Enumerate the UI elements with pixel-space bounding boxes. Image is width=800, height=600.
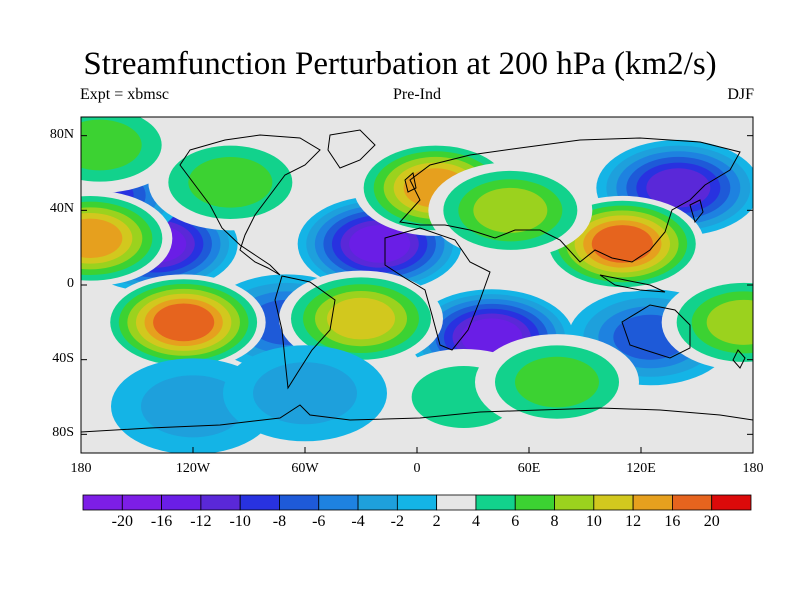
contour-level: [646, 168, 711, 208]
contour-level: [349, 225, 411, 263]
season-label: DJF: [727, 86, 754, 103]
colorbar-label: 16: [664, 513, 681, 530]
coast-australia: [621, 304, 691, 359]
chart-title: Streamfunction Perturbation at 200 hPa (…: [83, 46, 717, 82]
period-label: Pre-Ind: [393, 86, 441, 103]
coast-africa: [384, 227, 491, 351]
colorbar-swatch: [672, 494, 713, 511]
colorbar: [82, 494, 752, 511]
contour-cell: [81, 117, 182, 193]
coast-indonesia: [599, 274, 666, 293]
colorbar-label: -16: [150, 513, 173, 530]
colorbar-label: -2: [390, 513, 404, 530]
colorbar-label: -20: [111, 513, 133, 530]
coast-south-america: [274, 275, 336, 390]
colorbar-swatch: [161, 494, 202, 511]
coast-greenland: [327, 129, 376, 169]
colorbar-swatch: [593, 494, 634, 511]
coast-new-zealand: [732, 349, 746, 369]
colorbar-label: 10: [585, 513, 602, 530]
colorbar-swatch: [357, 494, 398, 511]
contour-level: [188, 157, 273, 208]
contour-field: [81, 117, 753, 453]
lat-label: 40N: [49, 201, 74, 217]
contour-level: [473, 187, 548, 233]
lat-label: 80N: [49, 126, 74, 142]
colorbar-label: 12: [625, 513, 642, 530]
contour-level: [327, 297, 395, 340]
contour-level: [591, 225, 653, 263]
colorbar-label: -8: [272, 513, 287, 530]
contour-cell: [81, 190, 173, 287]
lon-label: 0: [413, 461, 421, 476]
experiment-label: Expt = xbmsc: [80, 86, 170, 103]
colorbar-swatch: [121, 494, 162, 511]
colorbar-label: 2: [432, 513, 441, 530]
contour-cell: [223, 345, 387, 442]
contour-level: [81, 218, 123, 258]
colorbar-swatch: [318, 494, 359, 511]
lon-label: 120E: [626, 461, 656, 476]
colorbar-label: -6: [312, 513, 326, 530]
colorbar-swatch: [396, 494, 438, 511]
coast-eurasia: [399, 137, 741, 263]
lon-label: 120W: [175, 461, 211, 476]
lat-label: 80S: [52, 425, 74, 441]
coast-antarctica: [81, 404, 753, 433]
coast-japan: [689, 199, 704, 224]
axis-ticks: [80, 135, 754, 453]
colorbar-swatch: [239, 494, 280, 511]
lon-label: 60W: [291, 461, 319, 476]
colorbar-label: -4: [351, 513, 365, 530]
colorbar-swatch: [200, 494, 241, 511]
colorbar-label: 4: [471, 513, 480, 530]
coastlines: [81, 129, 753, 433]
contour-level: [253, 362, 357, 425]
colorbar-swatch: [436, 494, 477, 511]
colorbar-label: -12: [190, 513, 212, 530]
contour-level: [141, 375, 245, 438]
contour-cell: [661, 274, 753, 371]
colorbar-label: 6: [511, 513, 520, 530]
colorbar-label: -10: [229, 513, 251, 530]
colorbar-swatch: [82, 494, 123, 511]
colorbar-swatch: [279, 494, 320, 511]
lon-label: 60E: [517, 461, 541, 476]
lon-label: 180: [742, 461, 764, 476]
contour-cell: [101, 274, 266, 371]
contour-level: [515, 356, 599, 408]
lat-label: 40S: [52, 350, 74, 366]
colorbar-swatch: [514, 494, 555, 511]
contour-level: [706, 299, 753, 345]
contour-cell: [475, 334, 639, 431]
contour-cell: [279, 270, 443, 367]
lon-label: 180: [70, 461, 92, 476]
colorbar-swatch: [711, 494, 752, 511]
contour-cell: [428, 162, 593, 259]
contour-cell: [148, 134, 313, 231]
colorbar-swatch: [475, 494, 516, 511]
colorbar-swatch: [554, 494, 595, 511]
lat-label: 0: [67, 276, 74, 291]
coast-north-america: [179, 134, 321, 276]
colorbar-label: 8: [550, 513, 559, 530]
coast-uk: [404, 172, 417, 193]
colorbar-label: 20: [703, 513, 720, 530]
contour-level: [153, 303, 215, 342]
contour-level: [81, 119, 142, 171]
colorbar-swatch: [632, 494, 673, 511]
